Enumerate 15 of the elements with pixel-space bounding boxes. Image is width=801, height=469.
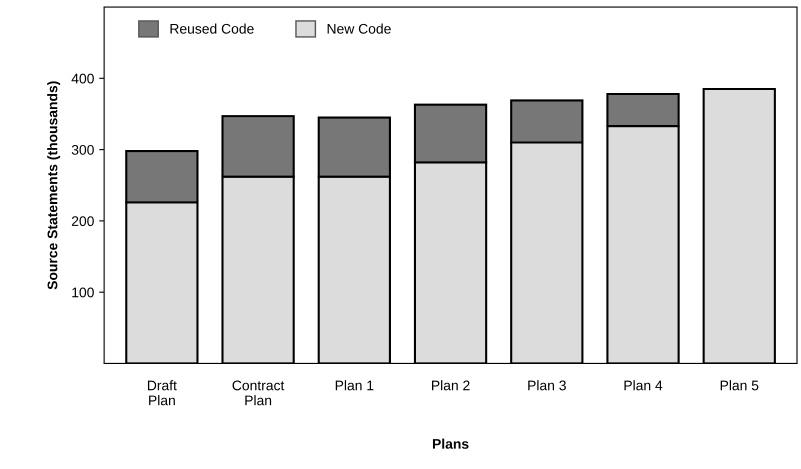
x-tick-label: Draft Plan [148,380,177,406]
x-tick-label: Plan 3 [528,380,566,390]
y-tick-label: 100 [72,288,94,298]
y-tick-label: 300 [72,144,94,155]
legend-label: Reused Code [170,24,254,34]
x-tick-label: Plan 5 [720,380,758,390]
y-tick-label: 400 [72,74,94,84]
x-axis-title: Plans [432,438,469,449]
y-axis-title: Source Statements (thousands) [47,81,60,290]
x-tick-label: Plan 4 [624,380,662,390]
x-tick-label: Plan 2 [432,380,470,390]
x-tick-label: Plan 1 [336,380,374,390]
x-tick-label: Contract Plan [232,380,284,406]
legend-label: New Code [328,24,391,34]
y-tick-label: 200 [72,216,94,226]
